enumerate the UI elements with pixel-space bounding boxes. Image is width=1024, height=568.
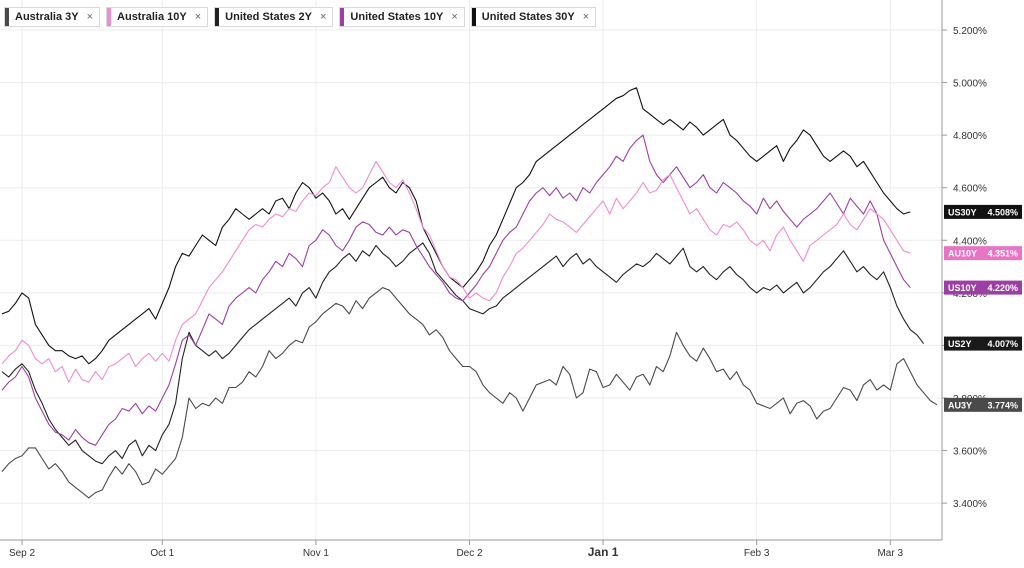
series-line-united-states-10y[interactable] <box>1 134 911 446</box>
last-value-badge-au3y <box>944 397 1022 412</box>
y-tick-label: 5.200% <box>953 26 987 37</box>
x-tick-label: Jan 1 <box>588 545 619 559</box>
legend-swatch <box>215 8 220 26</box>
badge-value-au3y: 3.774% <box>987 400 1018 410</box>
badge-name-us10y: US10Y <box>948 283 977 293</box>
y-tick-label: 3.400% <box>953 499 987 510</box>
badge-value-us10y: 4.220% <box>987 283 1018 293</box>
y-tick-label: 4.400% <box>953 236 987 247</box>
x-tick-label: Mar 3 <box>877 548 903 559</box>
close-icon[interactable]: × <box>194 11 202 23</box>
x-tick-label: Feb 3 <box>744 548 770 559</box>
legend-swatch <box>340 8 345 26</box>
close-icon[interactable]: × <box>319 11 327 23</box>
legend-item-united-states-2y[interactable]: United States 2Y × <box>214 7 334 27</box>
x-tick-label: Oct 1 <box>150 548 174 559</box>
badge-name-us2y: US2Y <box>948 339 972 349</box>
y-tick-label: 4.600% <box>953 184 987 195</box>
legend-label: United States 2Y <box>225 11 312 23</box>
close-icon[interactable]: × <box>451 11 458 23</box>
legend-label: Australia 10Y <box>117 11 187 23</box>
y-tick-label: 4.800% <box>953 131 987 142</box>
x-tick-label: Sep 2 <box>9 548 36 559</box>
x-tick-label: Dec 2 <box>456 548 483 559</box>
badge-name-au10y: AU10Y <box>948 249 977 259</box>
last-value-badge-au10y <box>944 246 1022 261</box>
legend-item-united-states-10y[interactable]: United States 10Y × <box>339 7 465 27</box>
badge-value-us2y: 4.007% <box>987 339 1018 349</box>
legend-label: United States 30Y <box>481 11 575 23</box>
badge-value-au10y: 4.351% <box>987 249 1018 259</box>
badge-name-au3y: AU3Y <box>948 400 972 410</box>
last-value-badge-us30y <box>944 204 1022 219</box>
legend-swatch <box>471 8 476 26</box>
last-value-badge-us10y <box>944 280 1022 295</box>
legend-item-australia-3y[interactable]: Australia 3Y × <box>4 7 101 27</box>
x-tick-label: Nov 1 <box>303 548 330 559</box>
legend: Australia 3Y × Australia 10Y × United St… <box>4 6 597 28</box>
close-icon[interactable]: × <box>582 11 590 23</box>
series-line-australia-10y[interactable] <box>1 160 911 383</box>
last-value-badge-us2y <box>944 336 1022 351</box>
legend-swatch <box>5 8 9 26</box>
y-tick-label: 5.000% <box>953 79 987 90</box>
series-line-united-states-2y[interactable] <box>1 242 925 465</box>
badge-name-us30y: US30Y <box>948 207 977 217</box>
legend-item-united-states-30y[interactable]: United States 30Y × <box>470 7 597 27</box>
close-icon[interactable]: × <box>86 11 94 23</box>
legend-label: Australia 3Y <box>15 11 79 23</box>
legend-label: United States 10Y <box>350 11 444 23</box>
series-line-united-states-30y[interactable] <box>1 87 911 365</box>
badge-value-us30y: 4.508% <box>987 207 1018 217</box>
legend-swatch <box>107 8 112 26</box>
series-line-australia-3y[interactable] <box>1 287 938 499</box>
legend-item-australia-10y[interactable]: Australia 10Y × <box>106 7 209 27</box>
y-tick-label: 3.600% <box>953 447 987 458</box>
